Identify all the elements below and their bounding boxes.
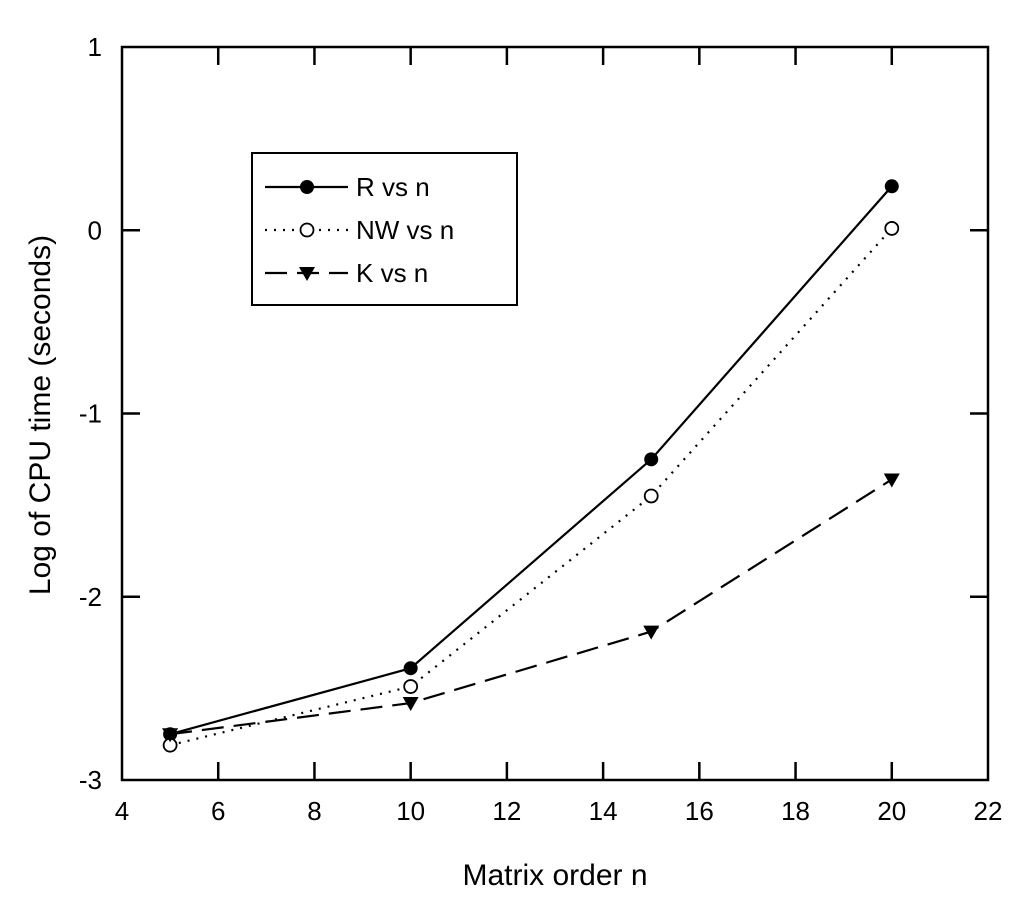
data-point	[644, 452, 659, 467]
legend-marker	[300, 180, 314, 194]
legend-item: NW vs n	[265, 215, 454, 245]
x-tick-label: 20	[877, 796, 906, 826]
legend-item: R vs n	[265, 172, 430, 202]
y-tick-label: 1	[88, 32, 102, 62]
series-group	[162, 179, 900, 753]
x-tick-label: 18	[781, 796, 810, 826]
legend-label: K vs n	[356, 258, 428, 288]
x-tick-label: 16	[685, 796, 714, 826]
x-tick-label: 8	[307, 796, 321, 826]
data-point	[884, 221, 900, 236]
data-point	[643, 625, 660, 640]
legend-label: R vs n	[356, 172, 430, 202]
y-tick-label: -3	[79, 765, 102, 795]
x-tick-label: 22	[974, 796, 1003, 826]
legend: R vs n NW vs n K vs n	[251, 152, 518, 306]
series-line	[169, 478, 893, 736]
legend-marker	[299, 222, 315, 238]
x-tick-label: 4	[115, 796, 129, 826]
data-point	[883, 473, 900, 488]
legend-box	[251, 152, 518, 306]
data-point	[403, 679, 419, 694]
x-axis-title: Matrix order n	[462, 859, 647, 892]
legend-label: NW vs n	[356, 215, 454, 245]
ticks	[122, 47, 988, 780]
x-tick-label: 10	[396, 796, 425, 826]
y-tick-label: -1	[79, 399, 102, 429]
series-k	[162, 473, 900, 743]
y-tick-label: -2	[79, 582, 102, 612]
y-axis-title: Log of CPU time (seconds)	[24, 235, 57, 595]
data-point	[402, 697, 419, 712]
y-tick-label: 0	[88, 215, 102, 245]
y-tick-labels: -3 -2 -1 0 1	[79, 32, 102, 795]
x-tick-labels: 4 6 8 10 12 14 16 18 20 22	[115, 796, 1003, 826]
x-tick-label: 6	[211, 796, 225, 826]
data-point	[884, 179, 899, 194]
x-tick-label: 12	[492, 796, 521, 826]
x-tick-label: 14	[589, 796, 618, 826]
data-point	[162, 728, 179, 743]
legend-item: K vs n	[265, 258, 428, 288]
legend-marker	[299, 267, 315, 281]
series-line	[169, 185, 893, 736]
data-point	[643, 488, 659, 504]
data-point	[403, 661, 418, 676]
